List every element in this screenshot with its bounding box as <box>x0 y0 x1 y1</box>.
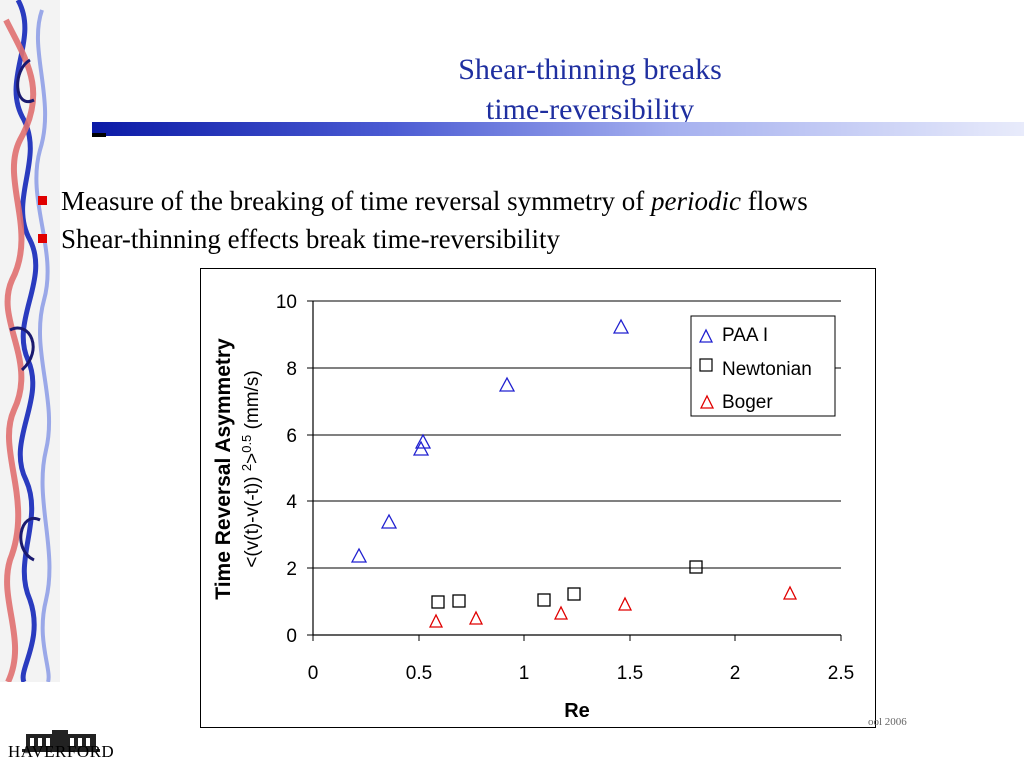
bullet-square-icon <box>38 234 47 244</box>
y-tick-label: 0 <box>286 626 297 647</box>
boger-point <box>782 585 798 600</box>
legend-label-boger: Boger <box>722 392 773 413</box>
x-tick-marks <box>312 635 842 641</box>
x-tick-label: 0.5 <box>406 663 432 684</box>
legend-label-paa-i: PAA I <box>722 325 768 346</box>
series-newtonian <box>431 560 703 609</box>
haverford-logo <box>22 730 100 752</box>
paa-i-point <box>414 433 432 449</box>
series-paa-i <box>350 318 630 563</box>
title-underline-accent <box>92 133 106 137</box>
slide-title: Shear-thinning breaks time-reversibility <box>360 50 820 130</box>
series-boger <box>428 585 798 628</box>
newtonian-point <box>431 595 445 609</box>
boger-point <box>428 613 444 628</box>
decorative-flow-image <box>0 0 60 682</box>
newtonian-point <box>537 593 551 607</box>
paa-i-point <box>380 513 398 529</box>
paa-i-point <box>612 318 630 334</box>
title-underline-bar <box>92 122 1024 136</box>
bullet-1-text-start: Measure of the breaking of time reversal… <box>61 186 652 216</box>
bullet-item-2: Shear-thinning effects break time-revers… <box>38 220 808 258</box>
y-tick-label: 10 <box>276 292 297 313</box>
y-tick-label: 4 <box>286 492 297 513</box>
legend-triangle-icon <box>698 328 714 343</box>
paa-i-point <box>498 376 516 392</box>
legend-box <box>690 315 836 417</box>
y-axis-label-line-2: <(v(t)-v(-t)) 2>0.5 (mm/s) <box>239 370 264 567</box>
slide-title-line-1: Shear-thinning breaks <box>458 53 722 86</box>
bullet-item-1: Measure of the breaking of time reversal… <box>38 182 808 220</box>
boger-point <box>553 605 569 620</box>
bullet-1-text-end: flows <box>741 186 808 216</box>
legend-label-newtonian: Newtonian <box>722 359 812 380</box>
scatter-chart: 10 8 6 4 2 0 0 0.5 1 1.5 2 2.5 Re Time R… <box>212 292 855 722</box>
logo-text: HAVERFORD <box>8 742 115 761</box>
y-tick-labels: 10 8 6 4 2 0 <box>276 292 298 647</box>
footer-text: ool 2006 <box>868 716 907 728</box>
legend-triangle-icon <box>699 394 715 409</box>
bullet-list: Measure of the breaking of time reversal… <box>38 182 808 258</box>
x-tick-label: 1 <box>519 663 530 684</box>
y-tick-label: 2 <box>286 559 297 580</box>
chart-legend: PAA I Newtonian Boger <box>690 315 836 417</box>
x-tick-label: 0 <box>308 663 319 684</box>
bullet-1-text-italic: periodic <box>651 186 742 216</box>
paa-i-point <box>350 547 368 563</box>
boger-point <box>468 610 484 625</box>
newtonian-point <box>452 594 466 608</box>
boger-point <box>617 596 633 611</box>
x-tick-label: 2 <box>730 663 741 684</box>
x-tick-label: 2.5 <box>828 663 854 684</box>
legend-square-icon <box>699 358 713 372</box>
y-tick-label: 8 <box>286 359 297 380</box>
y-tick-marks <box>307 300 313 636</box>
x-tick-labels: 0 0.5 1 1.5 2 2.5 <box>308 663 855 684</box>
y-tick-label: 6 <box>286 426 297 447</box>
newtonian-point <box>567 587 581 601</box>
x-axis-label: Re <box>564 700 590 722</box>
slide-title-line-2: time-reversibility <box>485 93 695 126</box>
chart-frame: 10 8 6 4 2 0 0 0.5 1 1.5 2 2.5 Re Time R… <box>200 268 876 728</box>
y-axis-label-line-1: Time Reversal Asymmetry <box>212 338 235 600</box>
x-tick-label: 1.5 <box>617 663 643 684</box>
bullet-square-icon <box>38 196 47 206</box>
bullet-2-text: Shear-thinning effects break time-revers… <box>61 224 561 254</box>
newtonian-point <box>689 560 703 574</box>
